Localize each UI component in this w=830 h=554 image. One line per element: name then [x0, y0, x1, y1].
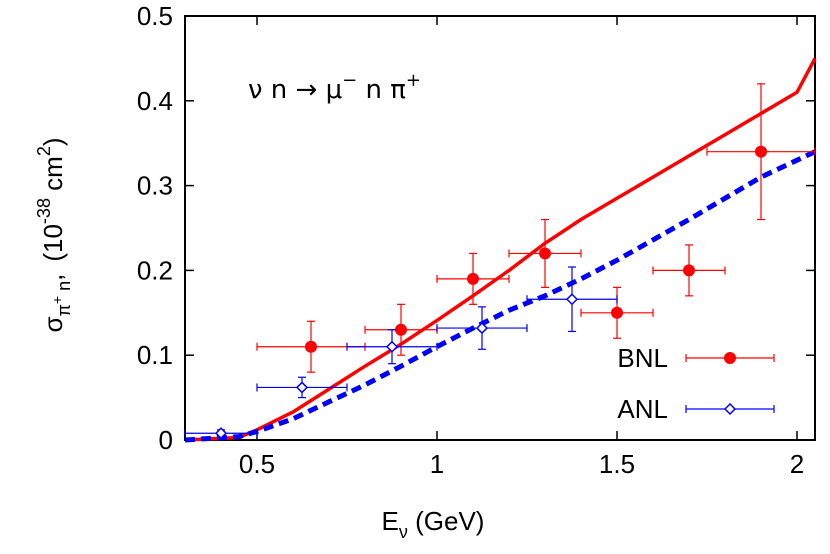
legend: BNL ANL: [617, 343, 775, 424]
data-point-anl: [184, 427, 258, 440]
marker-anl: [214, 427, 228, 440]
legend-label-bnl: BNL: [617, 343, 668, 373]
x-tick-label: 1.5: [599, 449, 635, 479]
marker-bnl: [683, 264, 695, 277]
axis-tick-labels: 0.5 1 1.5 2 0 0.1 0.2 0.3 0.4 0.5: [137, 1, 804, 479]
marker-anl: [295, 381, 309, 394]
x-tick-label: 1: [430, 449, 444, 479]
data-point-bnl: [364, 303, 438, 356]
model-curve-solid: [184, 57, 817, 442]
marker-bnl: [755, 145, 767, 158]
data-point-anl: [436, 306, 528, 350]
data-point-bnl: [256, 320, 366, 373]
marker-anl: [565, 293, 579, 306]
y-tick-label: 0: [159, 425, 173, 455]
marker-bnl: [611, 306, 623, 319]
marker-anl: [475, 322, 489, 335]
legend-marker-anl: [723, 402, 737, 416]
marker-bnl: [395, 323, 407, 336]
x-tick-label: 0.5: [239, 449, 275, 479]
data-point-anl: [526, 266, 618, 333]
x-axis-label: Eν (GeV): [382, 506, 485, 542]
marker-anl: [385, 340, 399, 353]
plot-frame: [184, 15, 816, 441]
y-tick-label: 0.3: [137, 171, 173, 201]
marker-bnl: [305, 340, 317, 353]
data-point-bnl: [652, 244, 726, 297]
legend-label-anl: ANL: [617, 394, 668, 424]
x-tick-label: 2: [790, 449, 804, 479]
data-point-anl: [346, 329, 438, 365]
y-tick-label: 0.5: [137, 1, 173, 31]
reaction-annotation: ν n → μ− n π+: [248, 70, 421, 105]
y-tick-label: 0.4: [137, 86, 173, 116]
y-axis-label: σπ+ n,(10-38 cm2): [34, 137, 74, 332]
model-curves: [184, 57, 817, 443]
y-tick-label: 0.1: [137, 340, 173, 370]
data-point-anl: [256, 376, 348, 399]
marker-bnl: [539, 247, 551, 260]
y-tick-label: 0.2: [137, 255, 173, 285]
legend-sample-anl: [685, 402, 775, 416]
legend-marker-bnl: [724, 352, 736, 364]
data-point-bnl: [436, 252, 510, 305]
data-point-bnl: [508, 218, 582, 288]
model-curve-dashed: [184, 149, 817, 443]
data-points: [184, 83, 816, 440]
data-point-bnl: [580, 286, 654, 339]
legend-sample-bnl: [685, 352, 775, 364]
data-point-bnl: [706, 83, 816, 221]
marker-bnl: [467, 272, 479, 285]
